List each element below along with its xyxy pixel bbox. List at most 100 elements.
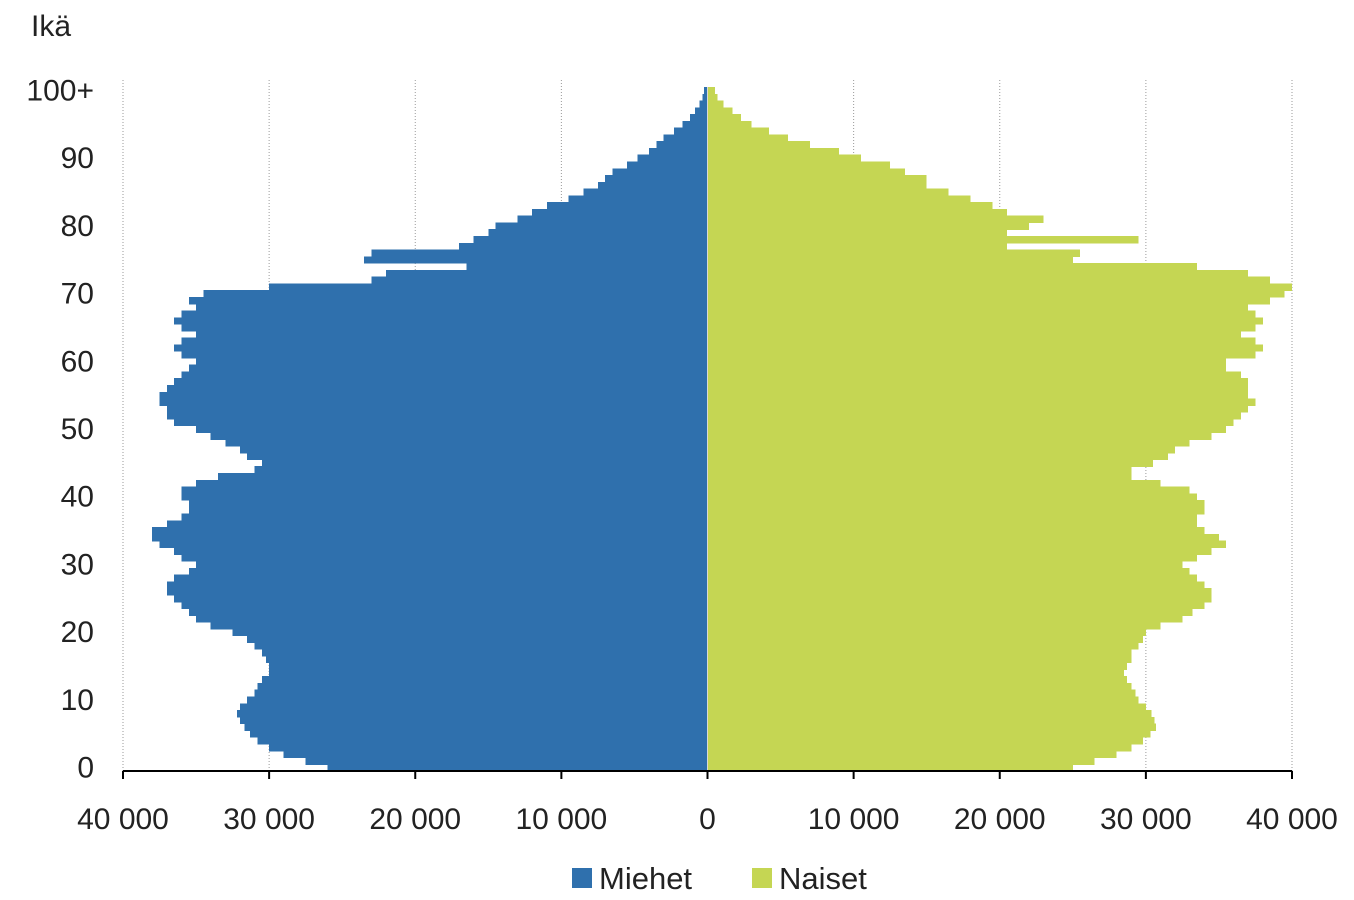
miehet-bar-age-53 bbox=[166, 405, 708, 413]
naiset-bar-age-71 bbox=[707, 283, 1292, 291]
miehet-bar-age-11 bbox=[254, 689, 708, 698]
naiset-bar-age-80 bbox=[707, 222, 1029, 230]
miehet-bar-age-100 bbox=[703, 87, 708, 95]
naiset-bar-age-89 bbox=[707, 161, 891, 169]
naiset-bar-age-61 bbox=[707, 351, 1256, 359]
miehet-bar-age-98 bbox=[699, 100, 708, 108]
naiset-bar-age-98 bbox=[707, 100, 724, 108]
miehet-bar-age-92 bbox=[656, 141, 708, 149]
naiset-bar-age-95 bbox=[707, 120, 752, 129]
naiset-bar-age-19 bbox=[707, 635, 1143, 643]
naiset-bar-age-13 bbox=[707, 676, 1127, 684]
y-tick-label-2: 20 bbox=[61, 616, 94, 649]
naiset-bar-age-81 bbox=[707, 215, 1044, 224]
miehet-bar-age-27 bbox=[166, 581, 708, 589]
naiset-bar-age-92 bbox=[707, 141, 810, 149]
miehet-bar-age-21 bbox=[210, 622, 708, 630]
miehet-bar-age-16 bbox=[266, 655, 708, 664]
miehet-bar-age-80 bbox=[495, 222, 708, 230]
naiset-bar-age-94 bbox=[707, 127, 769, 136]
naiset-bar-age-93 bbox=[707, 134, 788, 142]
naiset-bar-age-31 bbox=[707, 554, 1198, 562]
naiset-bar-age-42 bbox=[707, 479, 1161, 488]
miehet-bar-age-84 bbox=[568, 195, 708, 203]
naiset-bar-age-24 bbox=[707, 601, 1205, 610]
naiset-bar-age-73 bbox=[707, 269, 1249, 278]
miehet-bar-age-1 bbox=[305, 757, 708, 765]
naiset-bar-age-9 bbox=[707, 703, 1146, 711]
naiset-legend-label: Naiset bbox=[779, 861, 867, 895]
naiset-bar-age-53 bbox=[707, 405, 1249, 413]
naiset-bar-age-68 bbox=[707, 303, 1249, 312]
miehet-bar-age-91 bbox=[649, 147, 708, 156]
naiset-bar-age-49 bbox=[707, 432, 1212, 440]
miehet-bar-age-2 bbox=[283, 750, 708, 759]
naiset-bar-age-82 bbox=[707, 208, 1008, 217]
miehet-bar-age-77 bbox=[459, 242, 708, 251]
naiset-bar-age-10 bbox=[707, 696, 1139, 704]
miehet-legend-swatch bbox=[572, 868, 592, 888]
miehet-bar-age-56 bbox=[166, 384, 708, 393]
y-tick-label-3: 30 bbox=[61, 548, 94, 581]
miehet-bar-age-63 bbox=[181, 337, 708, 345]
naiset-bar-age-69 bbox=[707, 296, 1271, 305]
naiset-bar-age-63 bbox=[707, 337, 1256, 345]
miehet-bar-age-18 bbox=[254, 642, 708, 650]
naiset-bar-age-54 bbox=[707, 398, 1256, 406]
naiset-bar-age-75 bbox=[707, 256, 1073, 264]
y-tick-label-7: 70 bbox=[61, 278, 94, 311]
miehet-bar-age-67 bbox=[181, 310, 708, 318]
miehet-bar-age-87 bbox=[605, 175, 708, 183]
miehet-bar-age-5 bbox=[250, 730, 708, 738]
naiset-legend-swatch bbox=[752, 868, 772, 888]
miehet-bar-age-34 bbox=[152, 533, 708, 542]
naiset-bar-age-33 bbox=[707, 540, 1227, 549]
naiset-bar-age-17 bbox=[707, 649, 1132, 657]
legend: Miehet Naiset bbox=[572, 861, 867, 896]
miehet-bar-age-99 bbox=[702, 93, 708, 102]
miehet-bar-age-79 bbox=[488, 229, 708, 237]
miehet-bar-age-15 bbox=[269, 662, 708, 671]
naiset-bar-age-16 bbox=[707, 655, 1132, 664]
x-tick-label-7: 30 000 bbox=[1100, 803, 1192, 836]
miehet-bar-age-83 bbox=[546, 202, 708, 210]
x-tick-label-4: 0 bbox=[699, 803, 716, 836]
miehet-bar-age-51 bbox=[174, 418, 708, 427]
miehet-bar-age-35 bbox=[152, 527, 708, 535]
naiset-bar-age-74 bbox=[707, 263, 1198, 271]
miehet-bar-age-74 bbox=[466, 263, 708, 271]
naiset-bar-age-37 bbox=[707, 513, 1198, 522]
miehet-bar-age-69 bbox=[188, 296, 708, 305]
miehet-bar-age-93 bbox=[663, 134, 708, 142]
miehet-bar-age-71 bbox=[269, 283, 708, 291]
miehet-bar-age-41 bbox=[181, 486, 708, 494]
naiset-bar-age-65 bbox=[707, 324, 1256, 332]
miehet-bar-age-90 bbox=[637, 154, 708, 163]
miehet-bar-age-97 bbox=[695, 107, 708, 115]
naiset-bar-age-96 bbox=[707, 114, 742, 122]
naiset-bar-age-64 bbox=[707, 330, 1241, 339]
naiset-bar-age-22 bbox=[707, 615, 1183, 623]
miehet-bar-age-30 bbox=[196, 561, 708, 569]
x-tick-label-5: 10 000 bbox=[808, 803, 900, 836]
miehet-bar-age-40 bbox=[181, 493, 708, 501]
miehet-legend-label: Miehet bbox=[599, 861, 692, 895]
naiset-bar-age-3 bbox=[707, 743, 1132, 752]
naiset-bar-age-15 bbox=[707, 662, 1127, 671]
naiset-bar-age-72 bbox=[707, 276, 1271, 284]
naiset-bar-age-28 bbox=[707, 574, 1198, 582]
miehet-bar-age-33 bbox=[159, 540, 708, 549]
naiset-bar-age-35 bbox=[707, 527, 1205, 535]
x-tick-label-0: 40 000 bbox=[77, 803, 169, 836]
naiset-bar-age-57 bbox=[707, 378, 1249, 386]
x-tick-label-6: 20 000 bbox=[954, 803, 1046, 836]
x-tick-label-3: 10 000 bbox=[515, 803, 607, 836]
miehet-bar-age-0 bbox=[327, 764, 708, 772]
y-tick-label-0: 0 bbox=[77, 752, 94, 785]
y-tick-label-9: 90 bbox=[61, 142, 94, 175]
miehet-bar-age-88 bbox=[612, 168, 708, 176]
miehet-bar-age-64 bbox=[196, 330, 708, 339]
naiset-bar-age-21 bbox=[707, 622, 1161, 630]
miehet-bar-age-47 bbox=[239, 445, 708, 454]
y-tick-label-5: 50 bbox=[61, 413, 94, 446]
